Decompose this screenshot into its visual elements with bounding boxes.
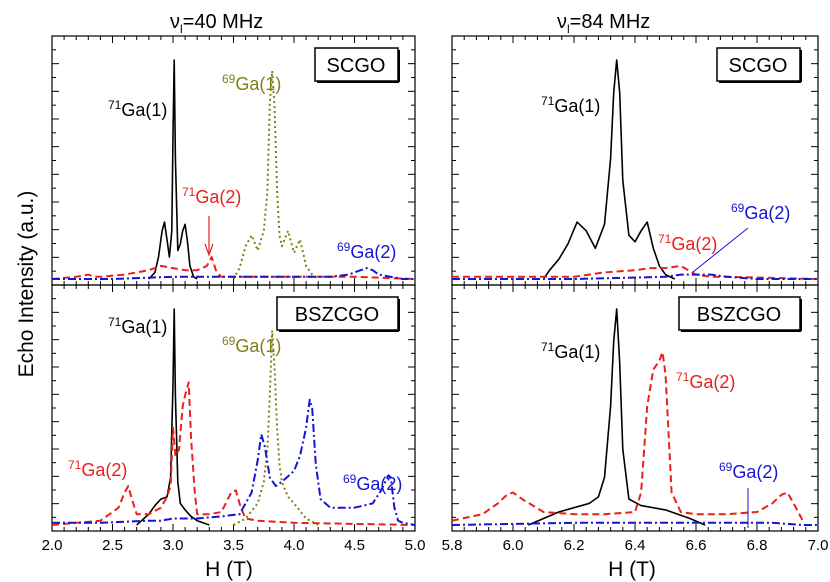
sample-box-bottom-left: BSZCGO [276, 296, 400, 332]
sample-label: SCGO [327, 55, 386, 77]
annotation-69ga2: 69Ga(2) [343, 472, 402, 494]
annotation-71ga2: 71Ga(2) [676, 370, 735, 392]
series-71ga1 [542, 59, 676, 280]
x-tick-label: 3.0 [163, 537, 184, 554]
series-71ga2 [451, 351, 804, 522]
x-axis-label-left: H (T) [205, 558, 253, 581]
x-tick-label: 7.0 [808, 537, 829, 554]
annotation-69ga1: 69Ga(1) [222, 72, 281, 94]
series-69ga2 [451, 521, 818, 526]
annotation-69ga2: 69Ga(2) [719, 460, 778, 482]
series-71ga1 [136, 308, 210, 526]
sample-label: BSZCGO [697, 304, 781, 326]
x-tick-label: 4.5 [344, 537, 365, 554]
series-71ga1 [527, 308, 706, 526]
y-axis-label: Echo Intensity (a.u.) [15, 191, 38, 378]
panel-bottom-left: 2.0 2.5 3.0 3.5 4.0 4.5 5.0 [42, 284, 426, 554]
annotation-71ga1: 71Ga(1) [108, 98, 167, 120]
annotation-69ga2-pointer [692, 227, 749, 273]
series-69ga1 [233, 329, 319, 526]
right-column-title: νl=84 MHz [557, 11, 650, 36]
x-tick-label: 5.0 [405, 537, 426, 554]
sample-label: BSZCGO [295, 304, 379, 326]
series-69ga2 [52, 267, 415, 280]
x-tick-label: 2.0 [42, 537, 63, 554]
series-71ga2 [51, 381, 416, 526]
annotation-71ga2-arrowhead [204, 243, 214, 257]
sample-box-top-left: SCGO [314, 47, 400, 83]
sample-box-top-right: SCGO [716, 47, 802, 83]
series-71ga2 [452, 264, 819, 280]
annotation-71ga2: 71Ga(2) [182, 185, 241, 207]
annotation-71ga1: 71Ga(1) [541, 94, 600, 116]
left-column-title: νl=40 MHz [170, 11, 263, 36]
x-tick-label: 6.0 [503, 537, 524, 554]
annotation-71ga2: 71Ga(2) [658, 232, 717, 254]
x-tick-label: 6.4 [625, 537, 646, 554]
series-69ga1 [232, 70, 319, 280]
series-69ga2 [452, 273, 818, 280]
sample-label: SCGO [729, 55, 788, 77]
annotation-71ga1: 71Ga(1) [108, 315, 167, 337]
x-tick-label: 6.8 [747, 537, 768, 554]
series-71ga1 [148, 59, 198, 280]
x-tick-label: 5.8 [442, 537, 463, 554]
x-tick-label: 2.5 [102, 537, 123, 554]
sample-box-bottom-right: BSZCGO [678, 296, 802, 332]
series-69ga2 [52, 398, 416, 526]
x-tick-label: 6.6 [686, 537, 707, 554]
x-axis-label-right: H (T) [608, 558, 656, 581]
annotation-69ga2: 69Ga(2) [337, 240, 396, 262]
annotation-69ga2: 69Ga(2) [731, 201, 790, 223]
annotation-71ga1: 71Ga(1) [541, 340, 600, 362]
annotation-71ga2: 71Ga(2) [68, 458, 127, 480]
panel-top-right [451, 35, 819, 286]
panel-bottom-right: 5.8 6.0 6.2 6.4 6.6 6.8 7.0 [442, 284, 829, 554]
x-tick-label: 4.0 [284, 537, 305, 554]
x-tick-label: 3.5 [223, 537, 244, 554]
x-tick-label: 6.2 [564, 537, 585, 554]
annotation-69ga1: 69Ga(1) [222, 334, 281, 356]
